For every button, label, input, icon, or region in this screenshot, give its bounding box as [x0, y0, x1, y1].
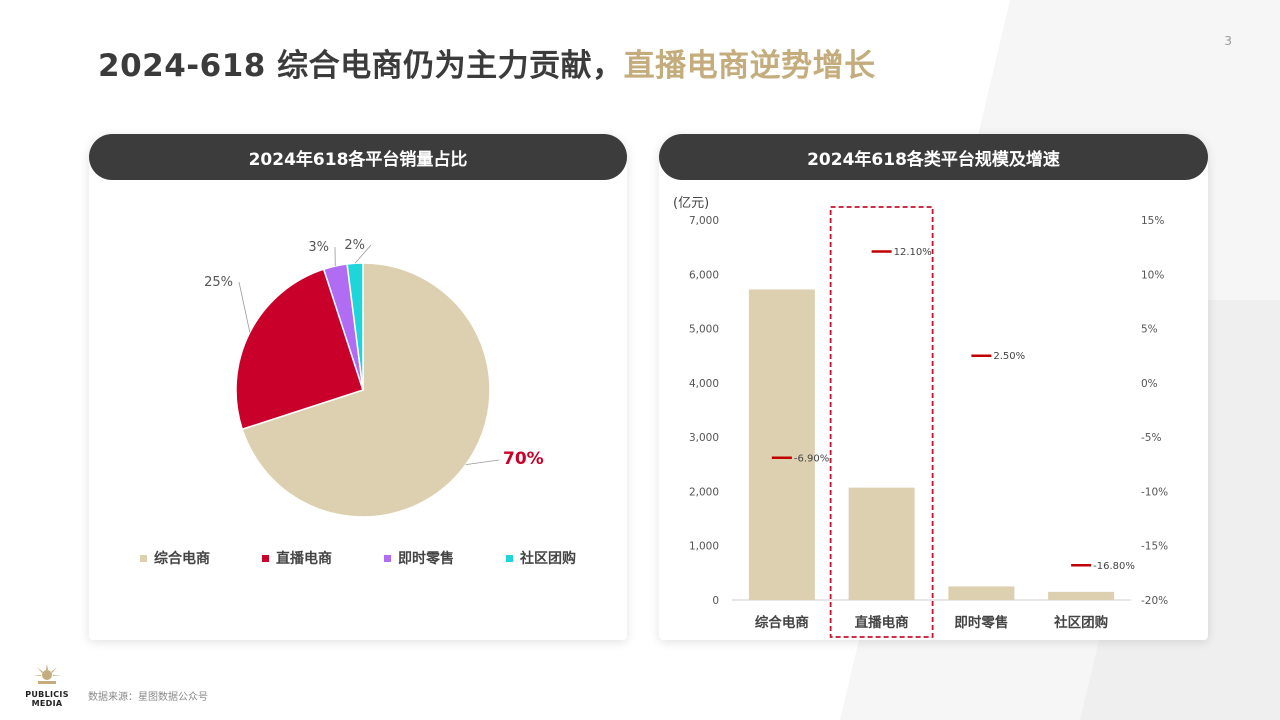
- y2-tick-label: 0%: [1141, 378, 1158, 390]
- pie-legend: 综合电商 直播电商 即时零售 社区团购: [89, 548, 627, 568]
- y-tick-label: 2,000: [689, 486, 719, 498]
- logo-line1: PUBLICIS: [25, 690, 69, 699]
- y2-tick-label: 5%: [1141, 324, 1158, 336]
- y2-tick-label: -20%: [1141, 595, 1168, 607]
- logo-line2: MEDIA: [31, 699, 63, 708]
- pie-value-label-3: 3%: [308, 240, 329, 255]
- pie-leader-line-1: [465, 459, 500, 466]
- page-title: 2024-618 综合电商仍为主力贡献，直播电商逆势增长: [98, 40, 876, 85]
- legend-item-3: 即时零售: [384, 548, 454, 568]
- title-main: 2024-618 综合电商仍为主力贡献，: [98, 48, 624, 84]
- x-category-label: 直播电商: [855, 614, 909, 631]
- y-tick-label: 3,000: [689, 432, 719, 444]
- y-tick-label: 0: [712, 595, 719, 607]
- legend-swatch: [506, 554, 513, 562]
- y-tick-label: 7,000: [689, 215, 719, 227]
- publicis-media-logo: PUBLICIS MEDIA: [22, 664, 72, 708]
- bar-3: [948, 586, 1015, 600]
- legend-label: 即时零售: [398, 551, 454, 567]
- y-tick-label: 4,000: [689, 378, 719, 390]
- y-tick-label: 1,000: [689, 541, 719, 553]
- title-highlight: 直播电商逆势增长: [623, 48, 876, 84]
- legend-label: 直播电商: [276, 551, 332, 567]
- highlight-box: [829, 206, 934, 638]
- y2-tick-label: 10%: [1141, 269, 1164, 281]
- legend-label: 社区团购: [520, 551, 576, 567]
- y-tick-label: 5,000: [689, 324, 719, 336]
- legend-item-1: 综合电商: [140, 548, 210, 568]
- pie-value-label-4: 2%: [344, 238, 365, 253]
- pie-chart-header: 2024年618各平台销量占比: [89, 134, 627, 180]
- y-tick-label: 6,000: [689, 269, 719, 281]
- legend-label: 综合电商: [154, 551, 210, 567]
- growth-label-4: -16.80%: [1093, 561, 1135, 572]
- pie-leader-line-4: [354, 244, 372, 264]
- pie-value-label-2: 25%: [204, 275, 233, 290]
- legend-swatch: [140, 554, 147, 562]
- legend-swatch: [262, 554, 269, 562]
- data-source: 数据来源：星图数据公众号: [88, 692, 208, 703]
- pie-value-label-1: 70%: [503, 449, 544, 469]
- y2-tick-label: -15%: [1141, 541, 1168, 553]
- page-number: 3: [1224, 34, 1232, 48]
- bar-4: [1048, 591, 1115, 600]
- bar-chart-header: 2024年618各类平台规模及增速: [659, 134, 1208, 180]
- x-category-label: 即时零售: [954, 614, 1008, 631]
- bar-2: [848, 487, 915, 600]
- y-axis-unit-label: (亿元): [673, 196, 709, 211]
- growth-label-2: 12.10%: [894, 247, 932, 258]
- growth-label-1: -6.90%: [794, 453, 829, 464]
- x-category-label: 社区团购: [1053, 614, 1108, 631]
- x-category-label: 综合电商: [755, 614, 809, 631]
- legend-item-2: 直播电商: [262, 548, 332, 568]
- y2-tick-label: -10%: [1141, 486, 1168, 498]
- bar-1: [748, 289, 815, 600]
- legend-swatch: [384, 554, 391, 562]
- pie-chart-panel: 2024年618各平台销量占比 70% 25% 3% 2% 综合电商 直播电商 即时零售 社…: [89, 134, 627, 640]
- legend-item-4: 社区团购: [506, 548, 576, 568]
- lion-emblem-icon: [33, 664, 61, 684]
- y2-tick-label: -5%: [1141, 432, 1161, 444]
- y2-tick-label: 15%: [1141, 215, 1164, 227]
- pie-leader-line-2: [238, 281, 251, 333]
- bar-chart: (亿元) 0 1,000 2,000 3,000 4,000 5,000 6,000 7,000…: [673, 196, 1168, 638]
- pie-chart: 70% 25% 3% 2%: [204, 238, 544, 518]
- growth-label-3: 2.50%: [993, 351, 1025, 362]
- bar-chart-panel: 2024年618各类平台规模及增速 (亿元) 0 1,000 2,000 3,000 4,…: [659, 134, 1208, 640]
